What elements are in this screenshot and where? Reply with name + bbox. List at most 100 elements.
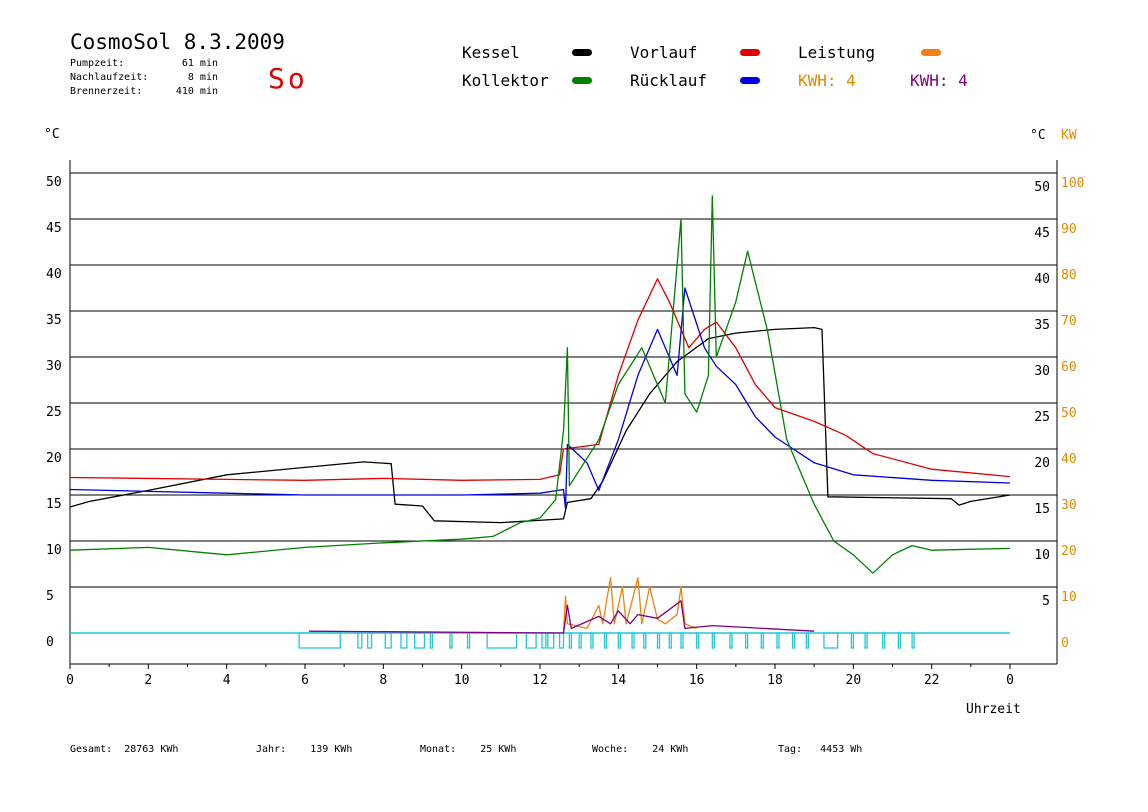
x-tick-label: 0 (1006, 673, 1014, 688)
pump-intervals (70, 632, 1010, 649)
pump-interval (400, 632, 408, 649)
series-kollektor (69, 195, 1011, 574)
jahr-label: Jahr: (256, 744, 287, 755)
legend-vorlauf: Vorlauf (630, 43, 698, 62)
brennerzeit-row: Brennerzeit: 410 min (70, 86, 218, 97)
pump-interval (414, 632, 426, 649)
y-tick-label-right-kw: 30 (1061, 498, 1077, 513)
y-tick-label-right-kw: 0 (1061, 636, 1069, 651)
pump-interval (805, 632, 809, 649)
jahr-value: 139 KWh (310, 744, 353, 755)
x-tick-label: 0 (66, 673, 74, 688)
y-tick-label-right-kw: 10 (1061, 590, 1077, 605)
chart-title: CosmoSol 8.3.2009 (70, 30, 285, 54)
pumpzeit-value: 61 min (181, 58, 218, 69)
y-tick-label-left: 50 (46, 175, 62, 190)
monat-label: Monat: (420, 744, 457, 755)
y-tick-label-left: 40 (46, 267, 62, 282)
legend-kessel-swatch (572, 49, 592, 56)
woche-label: Woche: (592, 744, 629, 755)
x-tick-label: 2 (144, 673, 152, 688)
legend-kollektor: Kollektor (462, 71, 549, 90)
pump-interval (776, 632, 780, 649)
pump-interval (729, 632, 733, 649)
pump-interval (680, 632, 684, 649)
series-kessel (69, 326, 1011, 524)
x-tick-label: 8 (379, 673, 387, 688)
monat-value: 25 KWh (480, 744, 517, 755)
x-tick-label: 6 (301, 673, 309, 688)
brennerzeit-value: 410 min (175, 86, 218, 97)
y-tick-label-right-kw: 40 (1061, 452, 1077, 467)
pump-interval (298, 632, 341, 649)
pump-interval (558, 632, 565, 649)
pumpzeit-row: Pumpzeit: 61 min (70, 58, 218, 69)
y-tick-label-right-temp: 20 (1034, 456, 1050, 471)
pump-interval (547, 632, 555, 649)
pump-interval (384, 632, 392, 649)
pump-interval (911, 632, 915, 649)
x-tick-label: 4 (223, 673, 231, 688)
weekday-label: So (268, 62, 308, 95)
tag-label: Tag: (778, 744, 803, 755)
series-leistung (562, 577, 697, 634)
nachlaufzeit-value: 8 min (187, 72, 218, 83)
pump-interval (429, 632, 433, 649)
pump-interval (367, 632, 373, 649)
y-tick-label-right-temp: 45 (1034, 226, 1050, 241)
pump-interval (486, 632, 518, 649)
y-tick-label-left: 5 (46, 589, 54, 604)
y-tick-label-left: 25 (46, 405, 62, 420)
y-tick-label-right-kw: 90 (1061, 222, 1077, 237)
x-axis-label: Uhrzeit (966, 702, 1021, 717)
pump-interval (541, 632, 547, 649)
y-tick-label-left: 30 (46, 359, 62, 374)
x-tick-label: 22 (924, 673, 940, 688)
pump-interval (590, 632, 594, 649)
y-tick-label-right-temp: 30 (1034, 364, 1050, 379)
legend-vorlauf-swatch (740, 49, 760, 56)
y-tick-label-left: 10 (46, 543, 62, 558)
y-tick-label-right-temp: 40 (1034, 272, 1050, 287)
x-tick-label: 12 (532, 673, 548, 688)
footer-jahr: Jahr: 139 KWh (256, 744, 352, 755)
pump-interval (897, 632, 902, 649)
gesamt-label: Gesamt: (70, 744, 113, 755)
pump-interval (449, 632, 453, 649)
x-tick-label: 20 (846, 673, 862, 688)
x-tick-label: 10 (454, 673, 470, 688)
y-tick-label-right-temp: 50 (1034, 180, 1050, 195)
gesamt-value: 28763 KWh (124, 744, 179, 755)
tag-value: 4453 Wh (820, 744, 863, 755)
pump-interval (850, 632, 855, 649)
y-tick-label-left: 45 (46, 221, 62, 236)
pump-interval (656, 632, 661, 649)
y-tick-label-right-kw: 100 (1061, 176, 1084, 191)
y-tick-label-right-temp: 5 (1042, 594, 1050, 609)
y-tick-label-right-kw: 50 (1061, 406, 1077, 421)
x-tick-label: 16 (689, 673, 705, 688)
y-tick-label-right-temp: 15 (1034, 502, 1050, 517)
pump-interval (568, 632, 573, 649)
brennerzeit-label: Brennerzeit: (70, 86, 143, 97)
right-axis-unit-kw: KW (1061, 128, 1077, 143)
legend-kwh-orange: KWH: 4 (798, 71, 856, 90)
footer-monat: Monat: 25 KWh (420, 744, 516, 755)
pump-interval (711, 632, 715, 649)
pump-interval (357, 632, 363, 649)
y-tick-label-left: 20 (46, 451, 62, 466)
pump-interval (466, 632, 471, 649)
nachlaufzeit-row: Nachlaufzeit: 8 min (70, 72, 218, 83)
woche-value: 24 KWh (652, 744, 689, 755)
pump-interval (744, 632, 749, 649)
x-tick-label: 14 (611, 673, 627, 688)
legend-kwh-purple: KWH: 4 (910, 71, 968, 90)
series-vorlauf (69, 278, 1011, 481)
y-tick-label-right-kw: 20 (1061, 544, 1077, 559)
pump-interval (864, 632, 868, 649)
pump-interval (696, 632, 700, 649)
legend-ruecklauf-swatch (740, 77, 760, 84)
pump-interval (668, 632, 672, 649)
y-tick-label-right-temp: 10 (1034, 548, 1050, 563)
